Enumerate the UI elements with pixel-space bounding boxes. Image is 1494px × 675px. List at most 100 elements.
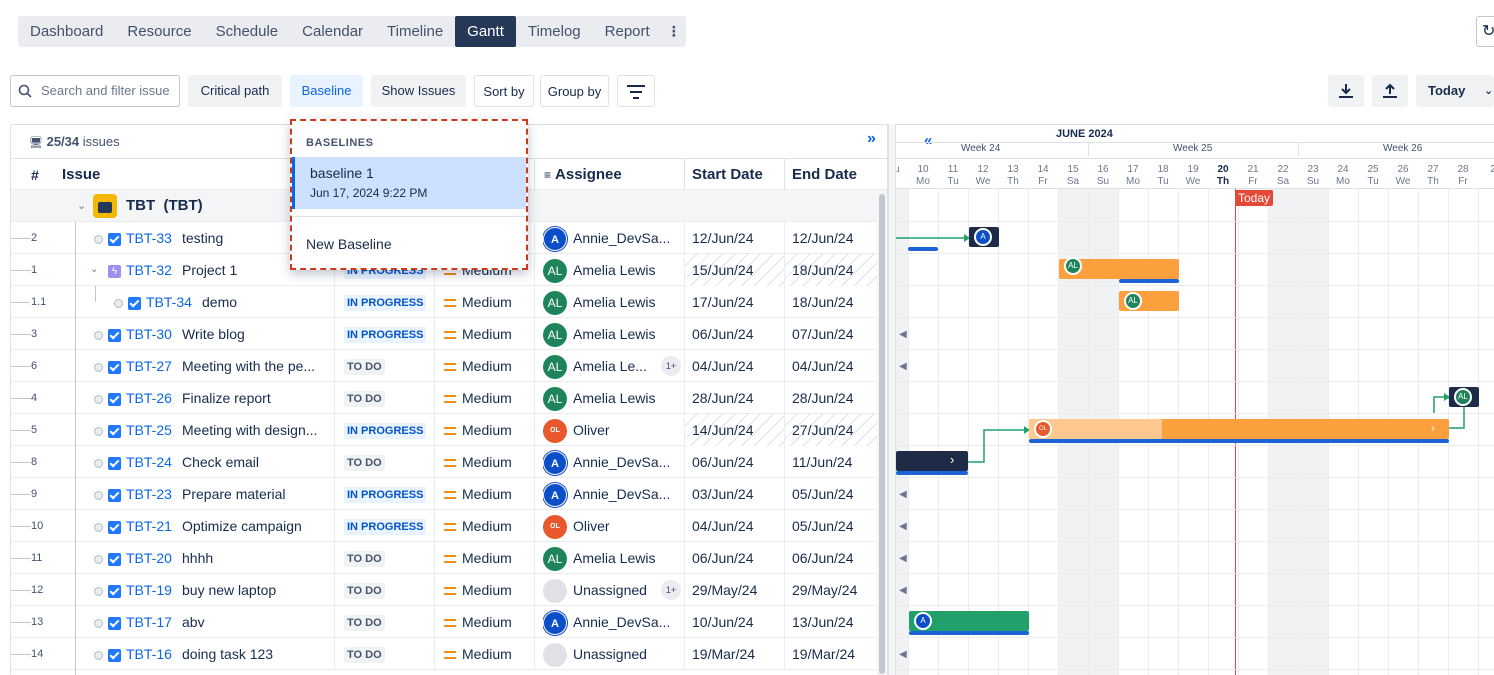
search-input[interactable]: Search and filter issue [10, 75, 180, 107]
grid-scrollbar-thumb[interactable] [879, 194, 885, 674]
drag-handle-icon[interactable] [94, 478, 103, 510]
issue-summary[interactable]: hhhh [182, 550, 214, 566]
offscreen-left-icon[interactable]: ◀ [899, 361, 907, 372]
end-date[interactable]: 13/Jun/24 [792, 614, 854, 630]
issue-key[interactable]: TBT-19 [126, 582, 172, 598]
critical-path-button[interactable]: Critical path [188, 75, 282, 107]
drag-handle-icon[interactable] [114, 286, 123, 318]
sort-by-button[interactable]: Sort by [474, 75, 534, 107]
end-date[interactable]: 05/Jun/24 [792, 518, 854, 534]
priority-medium[interactable]: Medium [444, 350, 512, 382]
end-date[interactable]: 29/May/24 [792, 582, 858, 598]
drag-handle-icon[interactable] [94, 446, 103, 478]
status-badge[interactable]: TO DO [344, 606, 385, 638]
assignee[interactable]: AL Amelia Lewis [543, 542, 683, 574]
table-row[interactable]: 13 TBT-17 abv TO DO Medium A Annie_DevSa... 10/… [11, 606, 887, 638]
start-date[interactable]: 06/Jun/24 [692, 326, 754, 342]
expand-columns-icon[interactable]: » [867, 130, 876, 147]
issue-summary[interactable]: abv [182, 614, 205, 630]
drag-handle-icon[interactable] [94, 510, 103, 542]
issue-summary[interactable]: testing [182, 230, 224, 246]
issue-summary[interactable]: Meeting with design... [182, 422, 318, 438]
start-date[interactable]: 04/Jun/24 [692, 518, 754, 534]
drag-handle-icon[interactable] [94, 222, 103, 254]
new-baseline-item[interactable]: New Baseline [306, 236, 392, 252]
upload-icon[interactable] [1372, 75, 1408, 107]
scroll-left-icon[interactable]: « [924, 132, 933, 149]
status-badge[interactable]: TO DO [344, 638, 385, 670]
end-date[interactable]: 18/Jun/24 [785, 254, 877, 286]
assignee[interactable]: Unassigned [543, 638, 683, 670]
issue-key[interactable]: TBT-20 [126, 550, 172, 566]
table-row[interactable]: 10 TBT-21 Optimize campaign IN PROGRESS Medi… [11, 510, 887, 542]
status-badge[interactable]: IN PROGRESS [344, 414, 427, 446]
offscreen-left-icon[interactable]: ◀ [899, 585, 907, 596]
show-issues-button[interactable]: Show Issues [371, 75, 466, 107]
end-date[interactable]: 19/Mar/24 [792, 646, 856, 662]
issue-summary[interactable]: Meeting with the pe... [182, 358, 316, 374]
start-date[interactable]: 04/Jun/24 [692, 358, 754, 374]
assignee[interactable]: AL Amelia Lewis [543, 286, 683, 318]
baseline-button[interactable]: Baseline [290, 75, 363, 107]
priority-medium[interactable]: Medium [444, 638, 512, 670]
assignee[interactable]: AL Amelia Lewis [543, 254, 683, 286]
issue-summary[interactable]: Project 1 [182, 262, 238, 278]
task-bar[interactable] [1059, 259, 1179, 279]
col-end-header[interactable]: End Date [792, 166, 858, 183]
table-row[interactable]: 9 TBT-23 Prepare material IN PROGRESS Medium… [11, 478, 887, 510]
end-date[interactable]: 06/Jun/24 [792, 550, 854, 566]
issue-key[interactable]: TBT-32 [126, 262, 172, 278]
status-badge[interactable]: IN PROGRESS [344, 286, 427, 318]
assignee[interactable]: AL Amelia Le... [543, 350, 683, 382]
tab-dashboard[interactable]: Dashboard [30, 23, 104, 40]
issue-key[interactable]: TBT-33 [126, 230, 172, 246]
priority-medium[interactable]: Medium [444, 542, 512, 574]
drag-handle-icon[interactable] [94, 318, 103, 350]
drag-handle-icon[interactable] [94, 574, 103, 606]
table-row[interactable]: 5 TBT-25 Meeting with design... IN PROGRESS… [11, 414, 887, 446]
issue-summary[interactable]: doing task 123 [182, 646, 274, 662]
drag-handle-icon[interactable] [94, 382, 103, 414]
tab-report[interactable]: Report [604, 23, 650, 40]
priority-medium[interactable]: Medium [444, 446, 512, 478]
table-row[interactable]: 1.1 TBT-34 demo IN PROGRESS Medium AL Amelia L… [11, 286, 887, 318]
col-assignee-header[interactable]: ≡ Assignee [544, 166, 622, 183]
end-date[interactable]: 28/Jun/24 [792, 390, 854, 406]
priority-medium[interactable]: Medium [444, 382, 512, 414]
issue-key[interactable]: TBT-34 [146, 294, 192, 310]
end-date[interactable]: 05/Jun/24 [792, 486, 854, 502]
tab-schedule[interactable]: Schedule [215, 23, 279, 40]
priority-medium[interactable]: Medium [444, 606, 512, 638]
assignee[interactable]: AL Amelia Lewis [543, 318, 683, 350]
issue-summary[interactable]: buy new laptop [182, 582, 277, 598]
table-row[interactable]: 11 TBT-20 hhhh TO DO Medium AL Amelia Lewis 06/… [11, 542, 887, 574]
today-dropdown[interactable]: Today ⌄ [1416, 75, 1494, 107]
start-date[interactable]: 10/Jun/24 [692, 614, 754, 630]
extra-assignees-badge[interactable]: 1+ [661, 580, 681, 600]
status-badge[interactable]: IN PROGRESS [344, 318, 427, 350]
issue-key[interactable]: TBT-17 [126, 614, 172, 630]
issue-key[interactable]: TBT-26 [126, 390, 172, 406]
drag-handle-icon[interactable] [94, 542, 103, 574]
filter-icon[interactable] [617, 75, 655, 107]
assignee[interactable]: OL Oliver [543, 510, 683, 542]
end-date[interactable]: 04/Jun/24 [792, 358, 854, 374]
issue-summary[interactable]: Write blog [182, 326, 245, 342]
refresh-icon[interactable]: ↻ [1476, 16, 1494, 47]
assignee[interactable]: A Annie_DevSa... [543, 446, 683, 478]
status-badge[interactable]: TO DO [344, 350, 385, 382]
end-date[interactable]: 07/Jun/24 [792, 326, 854, 342]
status-badge[interactable]: TO DO [344, 446, 385, 478]
issue-summary[interactable]: Check email [182, 454, 260, 470]
tab-calendar[interactable]: Calendar [302, 23, 364, 40]
table-row[interactable]: 6 TBT-27 Meeting with the pe... TO DO Medium… [11, 350, 887, 382]
table-row[interactable]: 8 TBT-24 Check email TO DO Medium A Annie_DevS… [11, 446, 887, 478]
tab-gantt[interactable]: Gantt [455, 16, 516, 47]
task-bar[interactable] [896, 451, 968, 471]
issue-summary[interactable]: Prepare material [182, 486, 286, 502]
issue-key[interactable]: TBT-23 [126, 486, 172, 502]
start-date[interactable]: 15/Jun/24 [685, 254, 785, 286]
status-badge[interactable]: IN PROGRESS [344, 478, 427, 510]
panel-splitter[interactable] [888, 124, 896, 675]
issue-key[interactable]: TBT-25 [126, 422, 172, 438]
